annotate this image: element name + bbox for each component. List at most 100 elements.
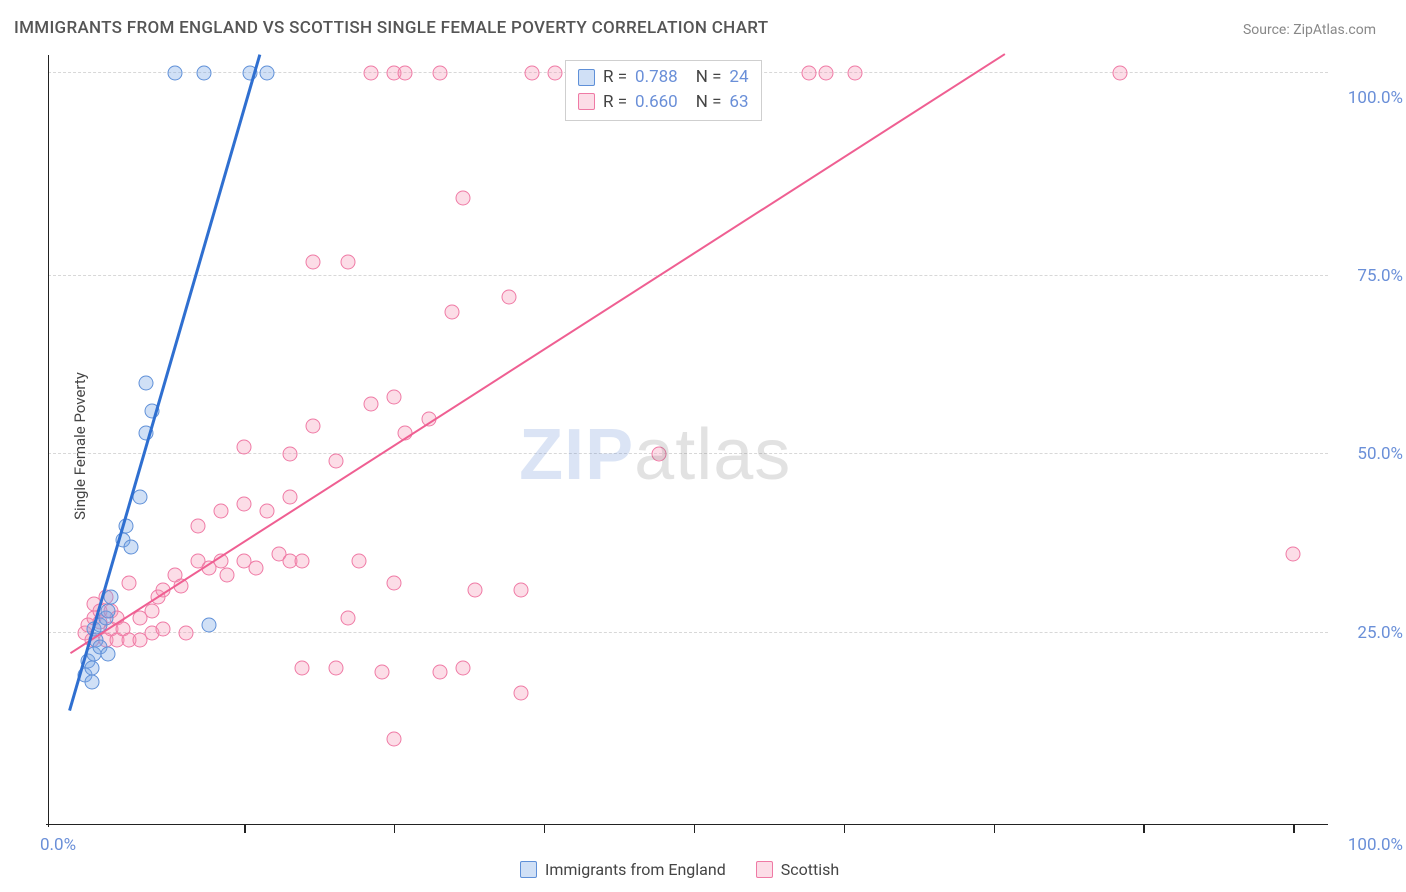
scottish-point	[213, 504, 228, 519]
scottish-point	[525, 65, 540, 80]
scottish-point	[156, 621, 171, 636]
scottish-point	[433, 65, 448, 80]
scottish-point	[363, 397, 378, 412]
scottish-point	[248, 561, 263, 576]
scottish-point	[467, 582, 482, 597]
x-tick	[1143, 825, 1145, 833]
x-min-label: 0.0%	[40, 835, 76, 855]
legend-r-value: 0.788	[635, 65, 678, 90]
england-point	[104, 589, 119, 604]
england-point	[100, 646, 115, 661]
england-point	[133, 490, 148, 505]
scatter-plot: 25.0%50.0%75.0%100.0%0.0%100.0%	[48, 55, 1328, 825]
legend-swatch	[520, 861, 537, 878]
scottish-point	[306, 254, 321, 269]
x-tick	[994, 825, 996, 833]
scottish-point	[802, 65, 817, 80]
scottish-point	[513, 686, 528, 701]
england-point	[196, 65, 211, 80]
scottish-trendline	[70, 53, 1005, 654]
scottish-point	[433, 664, 448, 679]
scottish-point	[340, 611, 355, 626]
source-label: Source: ZipAtlas.com	[1243, 22, 1376, 38]
england-point	[84, 661, 99, 676]
scottish-point	[819, 65, 834, 80]
england-point	[260, 65, 275, 80]
scottish-point	[386, 575, 401, 590]
y-tick-label: 100.0%	[1333, 88, 1403, 108]
x-tick	[544, 825, 546, 833]
legend-n-label: N =	[696, 90, 722, 115]
series-legend-item-scottish: Scottish	[756, 860, 839, 879]
x-max-label: 100.0%	[1348, 835, 1403, 855]
legend-row-scottish: R = 0.660 N = 63	[578, 90, 749, 115]
scottish-point	[363, 65, 378, 80]
legend-n-value: 63	[729, 90, 748, 115]
y-tick-label: 25.0%	[1333, 623, 1403, 643]
x-tick	[844, 825, 846, 833]
series-legend-item-england: Immigrants from England	[520, 860, 726, 879]
scottish-point	[502, 290, 517, 305]
scottish-point	[294, 554, 309, 569]
scottish-point	[121, 575, 136, 590]
england-point	[202, 618, 217, 633]
england-point	[84, 675, 99, 690]
scottish-point	[237, 497, 252, 512]
scottish-point	[294, 661, 309, 676]
scottish-point	[513, 582, 528, 597]
legend-r-value: 0.660	[635, 90, 678, 115]
legend-swatch	[578, 69, 595, 86]
chart-title: IMMIGRANTS FROM ENGLAND VS SCOTTISH SING…	[14, 18, 768, 38]
legend-r-label: R =	[603, 65, 627, 90]
series-legend-label: Immigrants from England	[545, 860, 726, 879]
england-point	[124, 539, 139, 554]
scottish-point	[340, 254, 355, 269]
x-tick	[394, 825, 396, 833]
scottish-point	[456, 190, 471, 205]
legend-n-value: 24	[729, 65, 748, 90]
y-axis	[48, 55, 49, 827]
scottish-point	[219, 568, 234, 583]
scottish-point	[386, 732, 401, 747]
scottish-point	[375, 664, 390, 679]
england-point	[167, 65, 182, 80]
scottish-point	[260, 504, 275, 519]
england-trendline	[68, 54, 261, 711]
legend-r-label: R =	[603, 90, 627, 115]
series-legend-label: Scottish	[781, 860, 839, 879]
gridline	[48, 275, 1328, 276]
scottish-point	[144, 604, 159, 619]
scottish-point	[456, 661, 471, 676]
y-tick-label: 50.0%	[1333, 444, 1403, 464]
legend-row-england: R = 0.788N = 24	[578, 65, 749, 90]
legend-swatch	[756, 861, 773, 878]
scottish-point	[1113, 65, 1128, 80]
x-tick	[694, 825, 696, 833]
scottish-point	[386, 390, 401, 405]
scottish-point	[1286, 547, 1301, 562]
scottish-point	[548, 65, 563, 80]
y-tick-label: 75.0%	[1333, 266, 1403, 286]
scottish-point	[329, 454, 344, 469]
scottish-point	[179, 625, 194, 640]
legend-swatch	[578, 93, 595, 110]
scottish-point	[329, 661, 344, 676]
scottish-point	[352, 554, 367, 569]
scottish-point	[306, 418, 321, 433]
x-axis	[46, 824, 1328, 825]
scottish-point	[398, 65, 413, 80]
england-point	[139, 375, 154, 390]
scottish-point	[848, 65, 863, 80]
scottish-point	[444, 304, 459, 319]
scottish-point	[190, 518, 205, 533]
series-legend: Immigrants from England Scottish	[520, 860, 839, 879]
correlation-legend: R = 0.788N = 24R = 0.660 N = 63	[565, 60, 762, 121]
x-tick	[244, 825, 246, 833]
gridline	[48, 632, 1328, 633]
x-tick	[1293, 825, 1295, 833]
scottish-point	[237, 440, 252, 455]
scottish-point	[283, 447, 298, 462]
scottish-point	[283, 490, 298, 505]
scottish-point	[652, 447, 667, 462]
england-point	[100, 604, 115, 619]
